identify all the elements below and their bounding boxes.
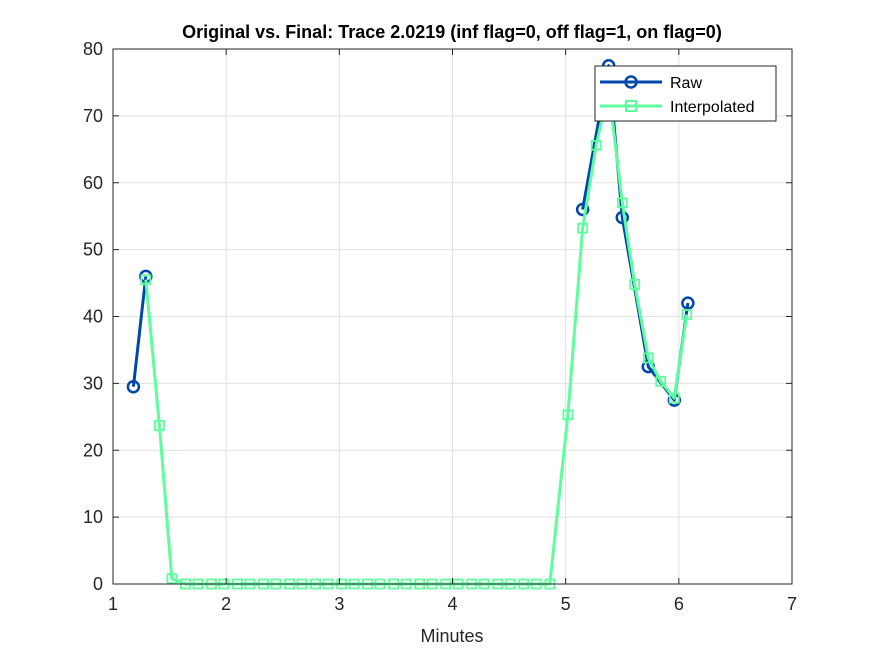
x-tick-label: 7 <box>787 594 797 614</box>
y-tick-label: 20 <box>83 440 103 460</box>
y-tick-label: 80 <box>83 39 103 59</box>
y-tick-label: 40 <box>83 307 103 327</box>
data-point-interpolated <box>590 139 602 151</box>
x-axis-label: Minutes <box>420 626 483 646</box>
y-tick-label: 60 <box>83 173 103 193</box>
data-point-interpolated <box>140 274 152 286</box>
legend: Raw Interpolated <box>594 65 777 122</box>
series-line-raw <box>131 276 148 387</box>
data-point-interpolated <box>655 375 667 387</box>
data-point-interpolated <box>681 309 693 320</box>
x-tick-label: 3 <box>334 594 344 614</box>
legend-raw-label: Raw <box>670 75 702 92</box>
data-point-interpolated <box>577 222 589 234</box>
axis-ticks <box>112 48 793 585</box>
data-point-raw <box>681 296 695 310</box>
data-point-interpolated <box>153 420 165 431</box>
legend-interpolated-marker <box>625 100 637 112</box>
y-tick-label: 0 <box>93 574 103 594</box>
data-point-interpolated <box>166 573 178 585</box>
y-tick-label: 50 <box>83 240 103 260</box>
chart-title: Original vs. Final: Trace 2.0219 (inf fl… <box>182 22 722 42</box>
x-tick-label: 5 <box>561 594 571 614</box>
data-point-interpolated <box>616 197 628 209</box>
y-tick-labels: 0 10 20 30 40 50 60 70 80 <box>83 39 103 594</box>
x-tick-label: 1 <box>108 594 118 614</box>
y-tick-label: 70 <box>83 106 103 126</box>
data-point-interpolated <box>668 392 680 404</box>
legend-interpolated-label: Interpolated <box>670 99 755 116</box>
x-tick-labels: 1 2 3 4 5 6 7 <box>108 594 797 614</box>
y-tick-label: 10 <box>83 507 103 527</box>
data-point-raw <box>126 379 141 394</box>
x-tick-label: 2 <box>221 594 231 614</box>
data-point-interpolated <box>562 409 574 421</box>
x-tick-label: 4 <box>447 594 457 614</box>
data-point-raw <box>575 202 590 217</box>
y-tick-label: 30 <box>83 373 103 393</box>
x-tick-label: 6 <box>674 594 684 614</box>
data-point-interpolated <box>642 352 654 364</box>
data-point-interpolated <box>629 278 641 290</box>
legend-raw-marker <box>624 75 638 89</box>
